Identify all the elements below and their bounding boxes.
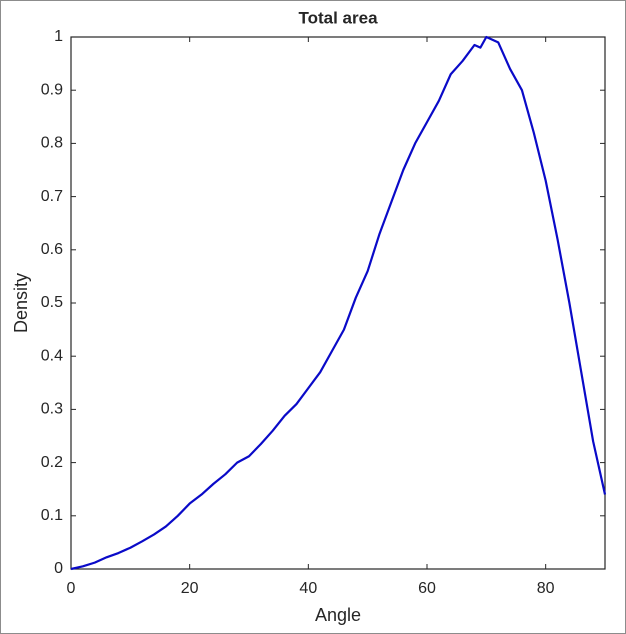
x-tick-label: 40 <box>299 580 317 597</box>
y-tick-label: 0.6 <box>41 241 63 258</box>
y-tick-label: 0.2 <box>41 454 63 471</box>
y-tick-label: 0.8 <box>41 135 63 152</box>
y-tick-label: 0.7 <box>41 188 63 205</box>
x-tick-label: 0 <box>67 580 76 597</box>
x-tick-label: 80 <box>537 580 555 597</box>
y-tick-label: 1 <box>54 28 63 45</box>
x-tick-label: 60 <box>418 580 436 597</box>
data-line <box>70 35 607 571</box>
y-tick-label: 0 <box>54 560 63 577</box>
y-tick-label: 0.9 <box>41 81 63 98</box>
x-axis-label: Angle <box>315 605 361 625</box>
y-tick-label: 0.4 <box>41 347 63 364</box>
x-tick-label: 20 <box>181 580 199 597</box>
y-tick-label: 0.3 <box>41 401 63 418</box>
y-axis-label: Density <box>11 273 31 333</box>
y-tick-label: 0.1 <box>41 507 63 524</box>
chart-title: Total area <box>298 8 378 27</box>
y-tick-label: 0.5 <box>41 294 63 311</box>
plot-box <box>70 36 606 570</box>
